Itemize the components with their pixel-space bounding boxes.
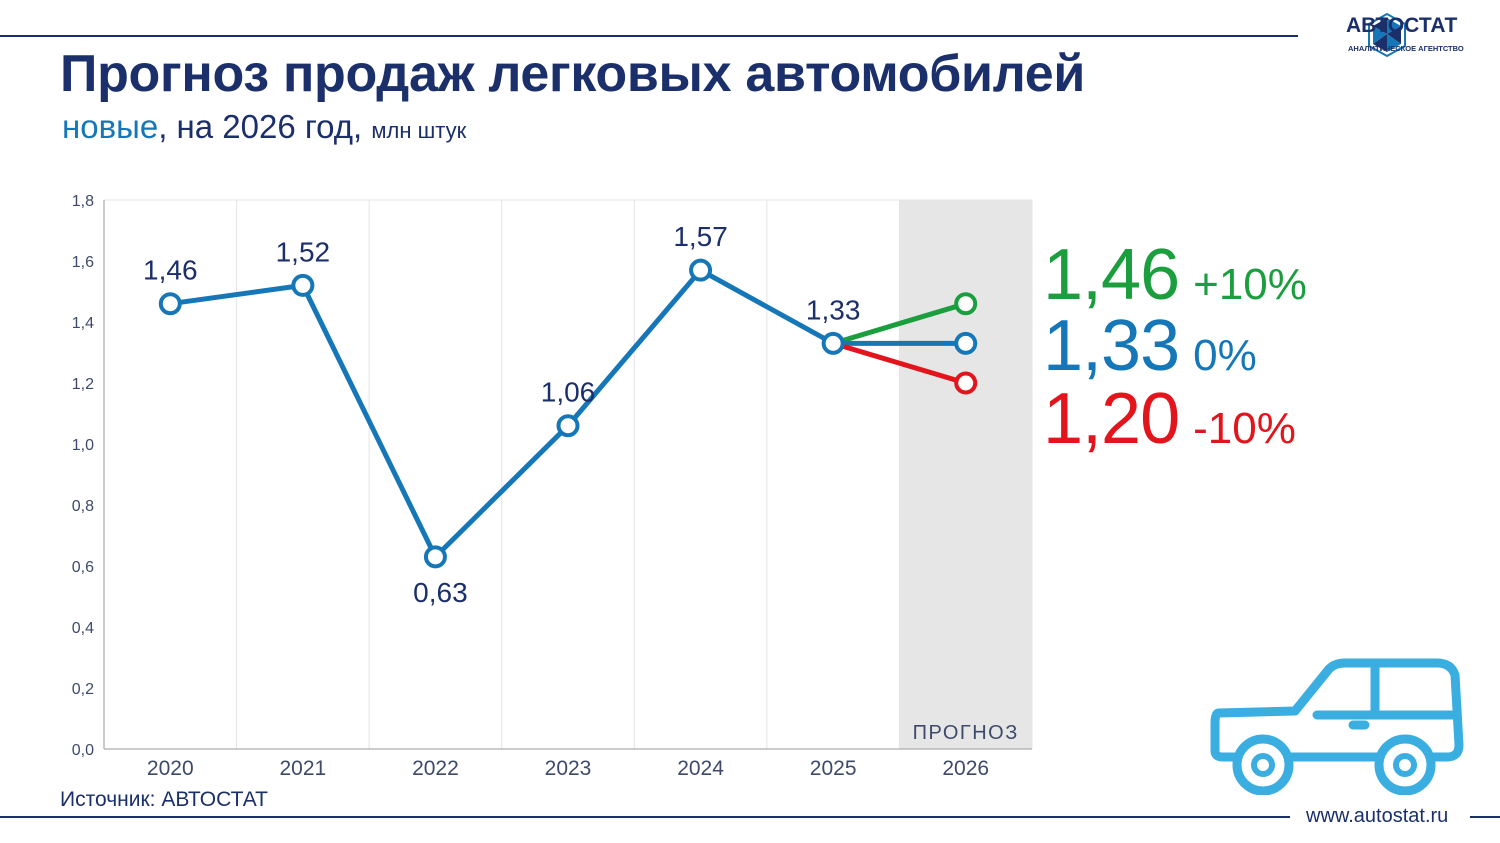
data-point bbox=[423, 545, 447, 569]
x-tick-label: 2023 bbox=[545, 757, 592, 780]
logo-tagline: АНАЛИТИЧЕСКОЕ АГЕНТСТВО bbox=[1348, 44, 1464, 53]
y-tick-label: 0,0 bbox=[72, 742, 94, 759]
data-label: 1,33 bbox=[806, 294, 861, 325]
y-tick-label: 0,2 bbox=[72, 681, 94, 698]
forecast-band-label: ПРОГНОЗ bbox=[913, 722, 1019, 744]
forecast-line bbox=[830, 340, 969, 386]
x-tick-label: 2026 bbox=[942, 757, 989, 780]
y-tick-label: 1,4 bbox=[72, 315, 94, 332]
x-tick-label: 2021 bbox=[279, 757, 326, 780]
y-tick-label: 1,6 bbox=[72, 254, 94, 271]
y-tick-label: 0,6 bbox=[72, 559, 94, 576]
top-divider bbox=[0, 35, 1298, 37]
x-tick-label: 2020 bbox=[147, 757, 194, 780]
data-point bbox=[689, 258, 713, 282]
scenario-row: 1,46 +10% bbox=[1043, 234, 1307, 316]
data-point bbox=[291, 273, 315, 297]
bottom-divider-right bbox=[1470, 816, 1500, 818]
data-point bbox=[821, 331, 845, 355]
series-line bbox=[167, 267, 836, 560]
scenario-change: +10% bbox=[1193, 260, 1307, 309]
y-tick-label: 0,4 bbox=[72, 620, 94, 637]
scenario-change: 0% bbox=[1193, 331, 1257, 380]
page-subtitle: новые, на 2026 год, млн штук bbox=[62, 108, 466, 146]
logo-icon bbox=[1368, 12, 1406, 58]
scenario-row: 1,20 -10% bbox=[1043, 378, 1296, 460]
scenario-value: 1,20 bbox=[1043, 379, 1180, 459]
subtitle-main: , на 2026 год, bbox=[158, 108, 363, 145]
scenario-change: -10% bbox=[1193, 404, 1296, 453]
scenario-value: 1,33 bbox=[1043, 306, 1180, 386]
data-point bbox=[556, 414, 580, 438]
x-tick-label: 2022 bbox=[412, 757, 459, 780]
logo-name: АВТОСТАТ bbox=[1346, 14, 1458, 37]
forecast-point bbox=[954, 371, 978, 395]
subtitle-unit: млн штук bbox=[371, 118, 467, 143]
forecast-point bbox=[954, 292, 978, 316]
data-label: 1,52 bbox=[276, 236, 331, 267]
data-point bbox=[158, 292, 182, 316]
forecast-line bbox=[830, 301, 969, 346]
source-note: Источник: АВТОСТАТ bbox=[60, 788, 268, 811]
scenario-value: 1,46 bbox=[1043, 235, 1180, 315]
forecast-point bbox=[954, 331, 978, 355]
y-tick-label: 1,8 bbox=[72, 193, 94, 210]
subtitle-highlight: новые bbox=[62, 108, 159, 145]
scenario-row: 1,33 0% bbox=[1043, 305, 1257, 387]
data-label: 1,46 bbox=[143, 255, 198, 286]
y-tick-label: 0,8 bbox=[72, 498, 94, 515]
car-icon bbox=[1210, 658, 1464, 795]
data-label: 1,57 bbox=[673, 221, 728, 252]
x-tick-label: 2025 bbox=[810, 757, 857, 780]
y-tick-label: 1,2 bbox=[72, 376, 94, 393]
y-tick-label: 1,0 bbox=[72, 437, 94, 454]
x-tick-label: 2024 bbox=[677, 757, 724, 780]
bottom-divider bbox=[0, 816, 1290, 818]
page-title: Прогноз продаж легковых автомобилей bbox=[60, 45, 1086, 103]
data-label: 1,06 bbox=[541, 377, 596, 408]
forecast-band bbox=[899, 200, 1032, 749]
site-link[interactable]: www.autostat.ru bbox=[1306, 805, 1449, 827]
data-label: 0,63 bbox=[413, 577, 468, 608]
